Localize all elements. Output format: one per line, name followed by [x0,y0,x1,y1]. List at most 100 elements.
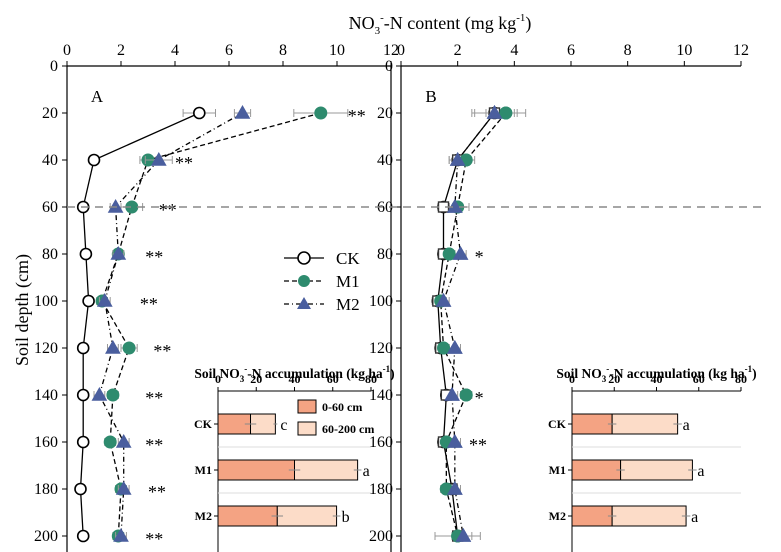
point-ck [87,153,101,167]
panel-label: B [425,87,436,106]
point-m1 [442,247,456,261]
inset-x-tick-label: 80 [735,372,747,386]
point-m2 [113,527,129,542]
y-tick-label: 60 [377,199,393,216]
point-ck [79,247,93,261]
point-ck [76,435,90,449]
x-tick-label: 8 [279,42,287,59]
inset-category-label: M2 [195,509,212,523]
significance-mark: ** [469,435,487,455]
point-ck [76,341,90,355]
x-tick-label: 0 [397,42,405,59]
significance-mark: * [475,247,484,267]
significance-mark: ** [145,247,163,267]
stack-legend-label: 0-60 cm [322,400,362,414]
inset-x-tick-label: 80 [365,372,377,386]
legend: CK M1 M2 [284,249,360,314]
y-tick-label: 40 [377,152,393,169]
inset-letter: c [280,417,287,434]
point-m2 [446,198,463,213]
inset-category-label: CK [194,417,213,431]
legend-label: M2 [336,295,360,314]
point-ck [76,529,90,543]
significance-mark: ** [145,435,163,455]
stack-legend-label: 60-200 cm [322,422,374,436]
point-m1 [459,388,473,402]
series-line-m1 [440,112,507,537]
point-m2 [110,245,127,260]
legend-label: CK [336,249,360,268]
y-tick-label: 200 [369,528,393,545]
y-tick-label: 100 [369,293,393,310]
point-m2 [115,480,132,495]
y-axis-title: Soil depth (cm) [12,254,33,366]
y-tick-label: 180 [34,481,58,498]
inset-x-tick-label: 20 [250,372,262,386]
legend-marker-m2 [297,297,311,309]
inset-category-label: M2 [549,509,566,523]
x-tick-label: 10 [329,42,345,59]
point-m2 [435,292,452,307]
point-m2 [446,480,463,495]
point-m2 [452,245,469,260]
legend-label: M1 [336,272,360,291]
inset-letter: a [697,463,704,480]
series-line-m2 [442,112,496,537]
point-m1 [103,435,117,449]
x-tick-label: 0 [63,42,71,59]
inset-bar-0-60 [217,459,295,481]
y-tick-label: 40 [42,152,58,169]
inset-letter: a [691,509,698,526]
inset-bar-60-200 [294,459,359,481]
y-tick-label: 160 [34,434,58,451]
point-ck [82,294,95,308]
significance-mark: ** [140,294,158,314]
y-tick-label: 160 [369,434,393,451]
y-tick-label: 140 [34,387,58,404]
point-m2 [234,104,251,119]
inset-title: Soil NO3--N accumulation (kg ha-1) [556,364,756,384]
x-tick-label: 12 [733,42,749,59]
y-tick-label: 200 [34,528,58,545]
legend-marker-m1 [298,275,310,287]
panel-b: 0 2 4 6 8 10 12020406080100120140160180200B***… [369,42,757,552]
point-m1 [314,106,328,120]
x-tick-label: 10 [676,42,692,59]
y-tick-label: 20 [377,105,393,122]
y-tick-label: 0 [50,58,58,75]
inset-category-label: M1 [549,463,566,477]
inset-bar-60-200 [276,505,338,527]
point-m2 [105,339,121,354]
x-tick-label: 6 [567,42,575,59]
x-axis-title: NO3--N content (mg kg-1) [349,12,532,37]
y-tick-label: 20 [42,105,58,122]
y-tick-label: 60 [42,199,58,216]
y-tick-label: 120 [369,340,393,357]
significance-mark: ** [153,341,171,361]
inset-bar-60-200 [611,413,679,435]
point-ck [193,106,206,120]
series-line-m1 [101,112,321,537]
point-m2 [449,151,466,166]
inset-category-label: M1 [195,463,212,477]
point-ck [74,482,87,496]
inset-bar-0-60 [571,413,613,435]
inset-x-tick-label: 0 [569,372,575,386]
series-line-ck [79,112,200,537]
significance-mark: ** [145,388,163,408]
point-m2 [150,151,167,166]
series-line-m2 [98,112,243,537]
inset-x-tick-label: 60 [693,372,705,386]
legend-marker-ck [297,251,311,265]
y-tick-label: 120 [34,340,58,357]
inset-x-tick-label: 20 [608,372,620,386]
significance-mark: * [475,388,484,408]
point-m2 [444,386,460,401]
y-tick-label: 0 [385,58,393,75]
x-tick-label: 4 [171,42,179,59]
inset-bar-0-60 [571,505,613,527]
inset-title: Soil NO3--N accumulation (kg ha-1) [194,364,394,384]
point-m1 [499,106,513,120]
inset-x-tick-label: 0 [215,372,221,386]
point-m2 [486,104,503,119]
